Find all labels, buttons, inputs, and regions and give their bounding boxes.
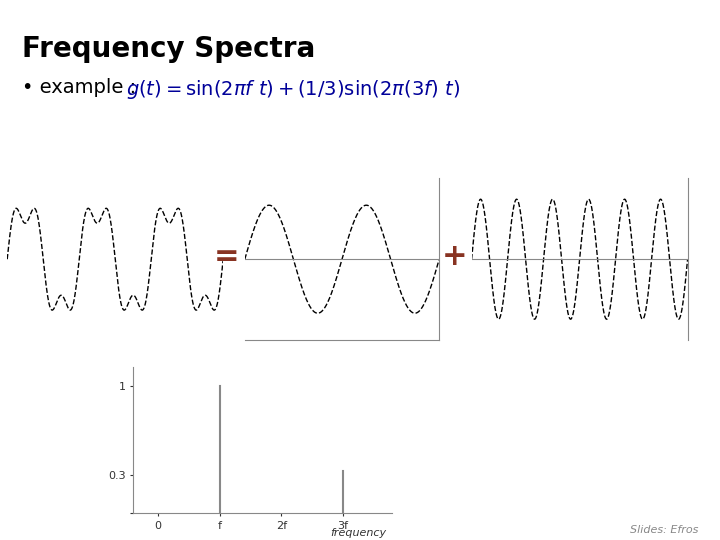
Text: Slides: Efros: Slides: Efros [630, 524, 698, 535]
Text: • example :: • example : [22, 78, 142, 97]
Text: frequency: frequency [330, 528, 386, 538]
Text: +: + [442, 242, 468, 271]
Text: Frequency Spectra: Frequency Spectra [22, 35, 315, 63]
Text: $\mathit{g}(\mathit{t}) = \sin(2\pi\mathit{f}\ \mathit{t}) + (1/3)\sin(2\pi(3\ma: $\mathit{g}(\mathit{t}) = \sin(2\pi\math… [126, 78, 460, 102]
Text: =: = [214, 242, 240, 271]
